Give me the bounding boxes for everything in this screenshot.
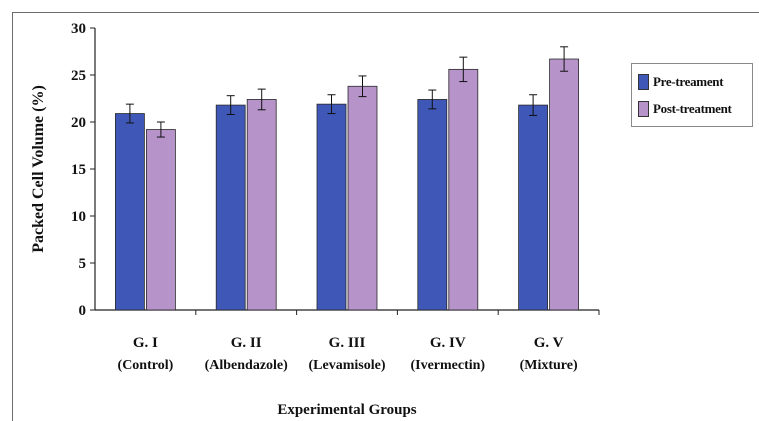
x-axis-label: Experimental Groups [277,402,416,418]
frame-top-border [12,12,759,13]
y-tick-label: 0 [79,303,87,319]
x-tick-label-line2: (Control) [118,358,174,373]
x-tick-label-line1: G. V [534,335,564,351]
legend-swatch-post [638,101,649,117]
legend-label-post: Post-treatment [653,101,732,116]
legend-label-pre: Pre-treament [653,74,724,89]
legend-item-post: Post-treatment [638,101,732,117]
frame-left-border [12,12,13,421]
x-tick-label-line1: G. II [231,335,262,351]
chart-frame [12,12,759,421]
bar-pre [215,104,246,311]
y-axis-label: Packed Cell Volume (%) [30,85,47,253]
y-tick-label: 5 [79,256,87,272]
bar-post [549,58,579,311]
legend-swatch-pre [638,74,649,90]
bar-post [145,129,176,311]
x-tick-label-line2: (Ivermectin) [410,358,485,373]
x-tick-label-line1: G. III [329,335,366,351]
x-tick-label-line2: (Albendazole) [205,358,289,373]
y-tick-label: 20 [71,115,86,131]
x-tick-label-line1: G. IV [430,335,466,351]
y-tick-label: 25 [71,68,86,84]
x-tick-label-line2: (Levamisole) [309,358,386,373]
x-tick-label-line2: (Mixture) [520,358,578,373]
bar-post [347,85,378,311]
legend: Pre-treament Post-treatment [631,63,753,127]
legend-item-pre: Pre-treament [638,74,724,90]
bar-pre [115,113,145,311]
bar-pre [518,104,548,311]
bar-pre [316,103,347,311]
y-tick-label: 30 [71,21,86,37]
bar-post [246,99,277,311]
bar-pre [417,99,448,311]
y-tick-label: 10 [71,209,86,225]
x-tick-label-line1: G. I [133,335,158,351]
y-tick-label: 15 [71,162,86,178]
bar-post [448,68,479,311]
